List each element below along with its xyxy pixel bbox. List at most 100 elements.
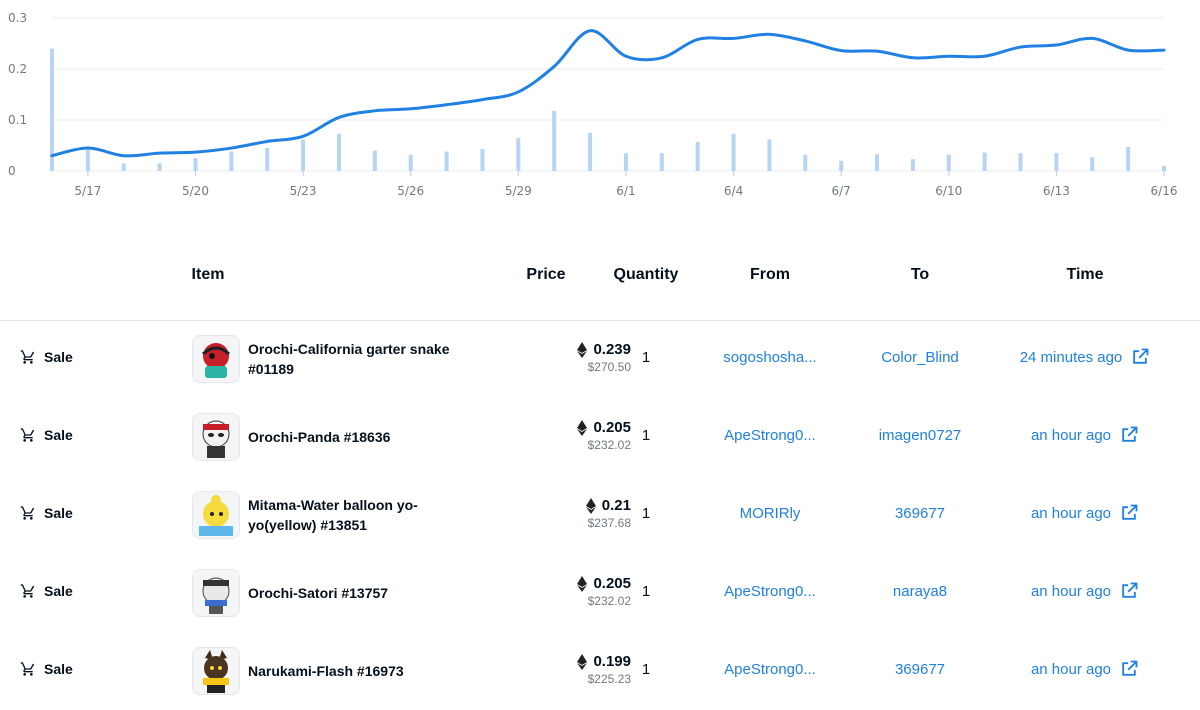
price-usd: $270.50 (587, 360, 631, 374)
table-row: Sale Mitama-Water balloon yo-yo(yellow) … (0, 476, 1200, 554)
x-tick-label: 6/4 (724, 184, 743, 198)
eth-icon (577, 419, 588, 436)
from-account-link[interactable]: sogoshosha... (723, 349, 817, 366)
price-eth: 0.21 (601, 497, 631, 514)
volume-bar (336, 133, 341, 171)
volume-bar (982, 152, 987, 171)
external-link-icon[interactable] (1130, 347, 1150, 367)
volume-bar (623, 153, 628, 171)
volume-bar (265, 148, 270, 171)
item-name[interactable]: Orochi-Panda #18636 (248, 429, 391, 445)
y-tick-label: 0.1 (8, 113, 27, 127)
to-account-link[interactable]: imagen0727 (878, 427, 962, 444)
avg-price-line (50, 29, 1166, 158)
from-account-link[interactable]: MORIRly (739, 505, 801, 522)
cart-icon (20, 428, 35, 442)
volume-bar (193, 158, 198, 171)
price-usd: $225.23 (587, 672, 631, 686)
item-cell[interactable]: Narukami-Flash #16973 (192, 647, 482, 695)
from-account-link[interactable]: ApeStrong0... (724, 583, 816, 600)
volume-bar (157, 163, 162, 171)
item-thumbnail[interactable] (192, 569, 240, 617)
x-tick-label: 5/26 (397, 184, 424, 198)
item-cell[interactable]: Mitama-Water balloon yo-yo(yellow) #1385… (192, 491, 482, 539)
quantity: 1 (641, 427, 651, 444)
volume-bar (910, 159, 915, 171)
table-row: Sale Orochi-California garter snake #011… (0, 320, 1200, 398)
volume-bar (408, 154, 413, 171)
volume-bar (1090, 157, 1095, 171)
event-label: Sale (44, 349, 73, 365)
to-account-link[interactable]: Color_Blind (881, 349, 959, 366)
eth-icon (577, 575, 588, 592)
x-tick-label: 6/7 (832, 184, 851, 198)
cart-icon (20, 506, 35, 520)
event-label: Sale (44, 505, 73, 521)
event-label: Sale (44, 661, 73, 677)
x-tick-label: 5/29 (505, 184, 532, 198)
from-account-link[interactable]: ApeStrong0... (724, 427, 816, 444)
item-cell[interactable]: Orochi-Satori #13757 (192, 569, 482, 617)
time-label[interactable]: an hour ago (1030, 660, 1112, 678)
event-type: Sale (20, 583, 73, 599)
price-usd: $237.68 (587, 516, 631, 530)
item-cell[interactable]: Orochi-California garter snake #01189 (192, 335, 482, 383)
price-usd: $232.02 (587, 594, 631, 608)
external-link-icon[interactable] (1119, 503, 1139, 523)
event-type: Sale (20, 427, 73, 443)
volume-bar (695, 141, 700, 171)
item-thumbnail[interactable] (192, 335, 240, 383)
x-tick-label: 5/20 (182, 184, 209, 198)
x-tick-label: 5/23 (290, 184, 317, 198)
cart-icon (20, 584, 35, 598)
time-label[interactable]: an hour ago (1030, 426, 1112, 444)
volume-bar (372, 150, 377, 171)
item-cell[interactable]: Orochi-Panda #18636 (192, 413, 482, 461)
to-account-link[interactable]: 369677 (894, 661, 946, 678)
external-link-icon[interactable] (1119, 581, 1139, 601)
item-name[interactable]: Orochi-California garter snake #01189 (248, 341, 450, 377)
event-label: Sale (44, 583, 73, 599)
item-name[interactable]: Narukami-Flash #16973 (248, 663, 404, 679)
external-link-icon[interactable] (1119, 425, 1139, 445)
volume-bar (121, 163, 126, 171)
event-type: Sale (20, 661, 73, 677)
table-row: Sale Orochi-Panda #18636 0.205 $232.02 1… (0, 398, 1200, 476)
item-name[interactable]: Orochi-Satori #13757 (248, 585, 389, 601)
time-link[interactable]: an hour ago (1000, 659, 1170, 679)
price-eth: 0.205 (593, 419, 631, 436)
eth-icon (585, 497, 596, 514)
volume-bar (588, 132, 593, 171)
time-label[interactable]: 24 minutes ago (1019, 348, 1123, 366)
time-link[interactable]: 24 minutes ago (1000, 347, 1170, 367)
time-link[interactable]: an hour ago (1000, 425, 1170, 445)
time-link[interactable]: an hour ago (1000, 503, 1170, 523)
external-link-icon[interactable] (1119, 659, 1139, 679)
header-quantity: Quantity (613, 266, 679, 283)
from-account-link[interactable]: ApeStrong0... (724, 661, 816, 678)
time-label[interactable]: an hour ago (1030, 582, 1112, 600)
y-tick-label: 0 (8, 164, 16, 178)
volume-bar (516, 137, 521, 171)
item-name[interactable]: Mitama-Water balloon yo-yo(yellow) #1385… (248, 497, 418, 533)
header-item: Item (191, 266, 225, 283)
item-thumbnail[interactable] (192, 491, 240, 539)
price-usd: $232.02 (587, 438, 631, 452)
header-from: From (750, 266, 790, 283)
price-history-chart: 0 0.1 0.2 0.3 5/17 5/20 5/23 5/26 5/29 6/1 6/4 6/7 6… (8, 11, 1177, 198)
volume-bar (659, 153, 664, 171)
header-price: Price (526, 266, 566, 283)
item-thumbnail[interactable] (192, 413, 240, 461)
event-type: Sale (20, 349, 73, 365)
to-account-link[interactable]: 369677 (894, 505, 946, 522)
item-thumbnail[interactable] (192, 647, 240, 695)
time-link[interactable]: an hour ago (1000, 581, 1170, 601)
table-row: Sale Orochi-Satori #13757 0.205 $232.02 … (0, 554, 1200, 632)
to-account-link[interactable]: naraya8 (892, 583, 948, 600)
event-type: Sale (20, 505, 73, 521)
table-row: Sale Narukami-Flash #16973 0.199 $225.23… (0, 632, 1200, 710)
volume-bar (875, 154, 880, 171)
volume-bar (229, 151, 234, 171)
eth-icon (577, 341, 588, 358)
time-label[interactable]: an hour ago (1030, 504, 1112, 522)
